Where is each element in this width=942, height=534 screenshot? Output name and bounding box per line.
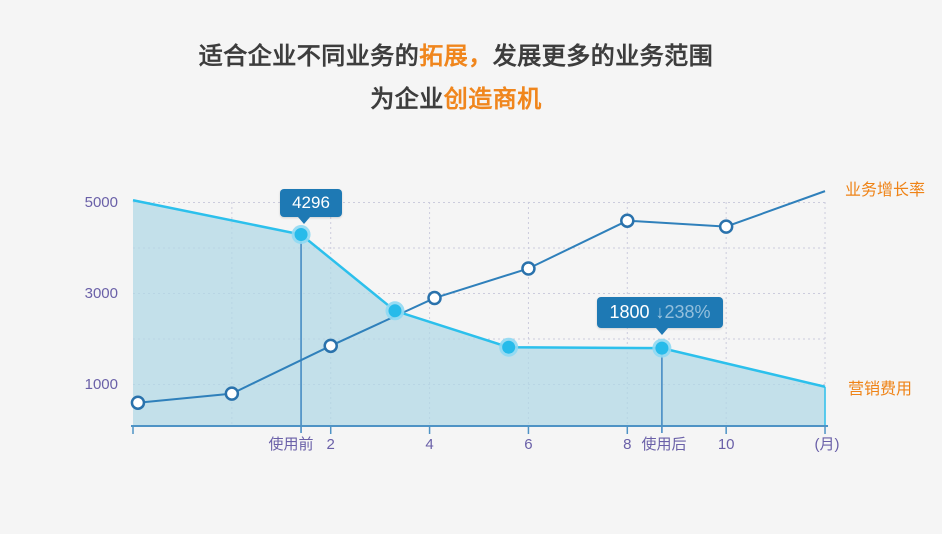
growth-rate-line xyxy=(137,190,826,404)
series-label-growth-rate: 业务增长率 xyxy=(845,182,926,199)
title-accent-text: 拓展， xyxy=(419,43,493,70)
down-arrow-icon: ↓ xyxy=(655,302,665,322)
tooltip-value: 1800 xyxy=(609,302,650,322)
marketing-cost-line xyxy=(132,199,826,388)
growth-data-point xyxy=(718,219,734,234)
y-axis-tick-label: 3000 xyxy=(84,284,118,302)
y-axis-tick-label: 5000 xyxy=(84,193,118,211)
cost-area-fill xyxy=(133,200,826,426)
x-label-before-use: 使用前 xyxy=(268,436,314,453)
cost-data-point xyxy=(388,304,402,318)
data-tooltip-4296: 4296 xyxy=(280,189,342,224)
series-label-marketing-cost: 营销费用 xyxy=(848,381,913,398)
x-label-after-use: 使用后 xyxy=(641,436,687,453)
growth-data-point xyxy=(427,290,442,306)
page-title-line2: 为企业创造商机 xyxy=(0,83,912,117)
title-accent-text: 创造商机 xyxy=(443,86,542,113)
cost-data-point xyxy=(294,228,308,242)
tooltip-value: 4296 xyxy=(292,193,330,212)
x-axis-tick-label: 2 xyxy=(326,436,335,453)
cost-data-point xyxy=(655,341,669,355)
page-title-line1: 适合企业不同业务的拓展，发展更多的业务范围 xyxy=(0,40,912,74)
growth-data-point xyxy=(323,338,338,354)
x-axis-tick-label: 6 xyxy=(524,436,533,453)
growth-data-point xyxy=(620,213,635,228)
growth-data-point xyxy=(521,261,536,276)
growth-data-point xyxy=(224,386,240,401)
title-text: 发展更多的业务范围 xyxy=(492,43,714,70)
title-text: 适合企业不同业务的 xyxy=(198,43,420,70)
title-text: 为企业 xyxy=(370,86,444,113)
data-tooltip-1800: 1800 ↓ 238% xyxy=(597,297,723,335)
growth-data-point xyxy=(130,395,146,410)
x-label-month-unit: (月) xyxy=(814,436,840,453)
title-block: 适合企业不同业务的拓展，发展更多的业务范围 为企业创造商机 xyxy=(0,40,912,117)
x-axis-tick-label: 8 xyxy=(623,436,632,453)
tooltip-pointer xyxy=(298,217,310,224)
cost-data-point xyxy=(502,340,516,354)
y-axis-tick-label: 1000 xyxy=(84,375,118,393)
x-axis-tick-label: 10 xyxy=(717,436,735,453)
x-axis-tick-label: 4 xyxy=(425,436,434,453)
tooltip-pointer xyxy=(656,328,668,335)
tooltip-percent: 238% xyxy=(664,302,711,322)
